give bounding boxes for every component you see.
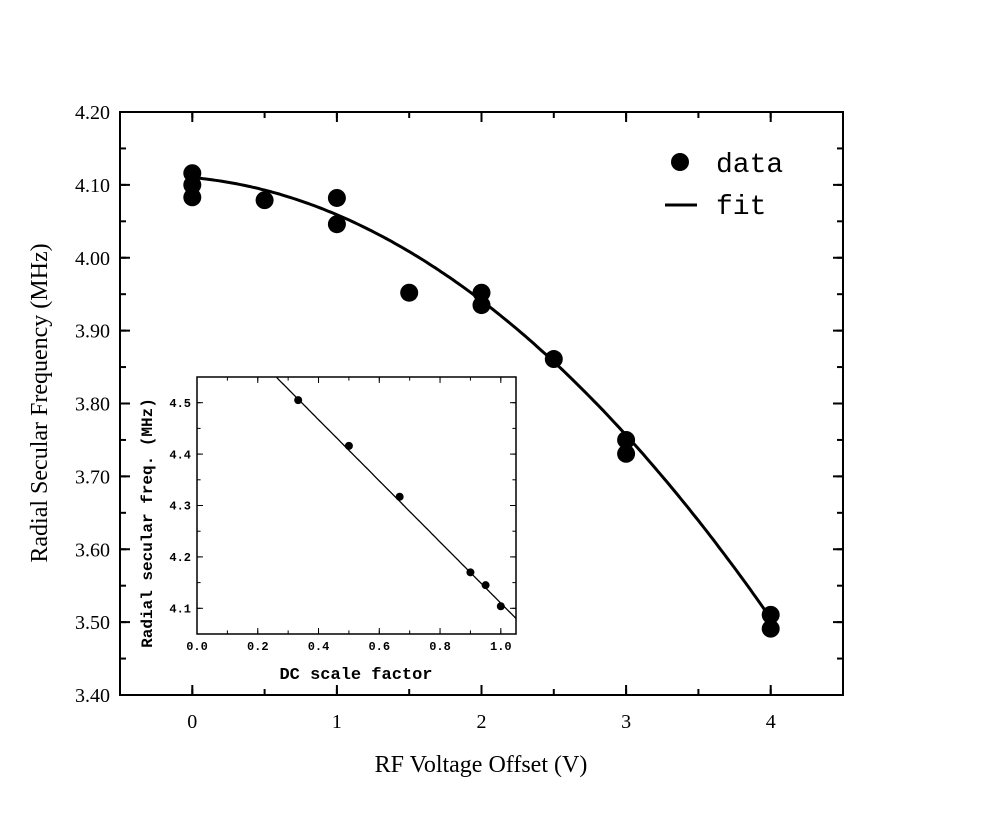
data-point	[294, 396, 303, 405]
main-ticks: 0 1 2 3 4 3.40 3.50 3.60 3.70 3.80 3.90 4.00 4.10 4.2…	[75, 102, 844, 733]
x-tick-label: 3	[621, 711, 631, 733]
main-x-axis-label: RF Voltage Offset (V)	[375, 752, 588, 778]
data-point	[327, 188, 346, 207]
legend-data-label: data	[716, 150, 783, 181]
y-tick-label: 3.40	[75, 685, 110, 707]
y-tick-label: 4.1	[169, 603, 191, 617]
inset-ticks: 0.0 0.2 0.4 0.6 0.8 1.0 4.1 4.2 4.3 4.4 4.5	[169, 376, 516, 654]
data-point	[466, 568, 475, 577]
main-data-points	[183, 164, 780, 638]
y-tick-label: 3.70	[75, 466, 110, 488]
data-point	[761, 605, 780, 624]
legend: data fit	[665, 150, 783, 223]
data-point	[183, 175, 202, 194]
y-tick-label: 4.10	[75, 175, 110, 197]
x-tick-label: 2	[477, 711, 487, 733]
y-tick-label: 4.4	[169, 448, 191, 462]
y-tick-label: 4.5	[169, 397, 191, 411]
x-tick-label: 0.4	[308, 640, 330, 654]
inset-data-points	[294, 396, 505, 611]
data-point	[472, 283, 491, 302]
legend-fit-label: fit	[716, 192, 766, 223]
inset-y-axis-label: Radial secular freq. (MHz)	[139, 398, 157, 648]
y-tick-label: 3.80	[75, 394, 110, 416]
data-point	[761, 619, 780, 638]
data-point	[481, 581, 490, 590]
data-point	[617, 430, 636, 449]
data-point	[395, 492, 404, 501]
x-tick-label: 0	[187, 711, 197, 733]
y-tick-label: 4.00	[75, 248, 110, 270]
y-tick-label: 4.3	[169, 500, 191, 514]
x-tick-label: 4	[766, 711, 776, 733]
y-tick-label: 3.90	[75, 321, 110, 343]
data-point	[544, 350, 563, 369]
main-y-axis-label: Radial Secular Frequency (MHz)	[27, 243, 53, 562]
data-point	[400, 283, 419, 302]
data-point	[255, 191, 274, 210]
inset-x-axis-label: DC scale factor	[279, 666, 432, 685]
y-tick-label: 3.50	[75, 612, 110, 634]
x-tick-label: 0.2	[247, 640, 269, 654]
x-tick-label: 1	[332, 711, 342, 733]
legend-data-marker	[671, 153, 689, 171]
data-point	[327, 215, 346, 234]
data-point	[496, 602, 505, 611]
x-tick-label: 0.8	[429, 640, 451, 654]
data-point	[183, 188, 202, 207]
data-point	[617, 444, 636, 463]
x-tick-label: 0.0	[186, 640, 208, 654]
y-tick-label: 3.60	[75, 539, 110, 561]
data-point	[472, 296, 491, 315]
y-tick-label: 4.2	[169, 551, 191, 565]
x-tick-label: 0.6	[368, 640, 390, 654]
y-tick-label: 4.20	[75, 102, 110, 124]
data-point	[344, 441, 353, 450]
x-tick-label: 1.0	[490, 640, 512, 654]
inset-plot-frame	[196, 376, 517, 635]
